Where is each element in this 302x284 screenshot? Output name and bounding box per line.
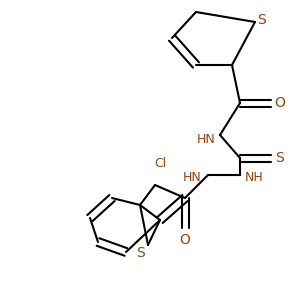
Text: HN: HN — [183, 170, 201, 183]
Text: Cl: Cl — [154, 156, 166, 170]
Text: S: S — [276, 151, 284, 165]
Text: S: S — [258, 13, 266, 27]
Text: O: O — [180, 233, 191, 247]
Text: O: O — [275, 96, 285, 110]
Text: NH: NH — [245, 170, 263, 183]
Text: HN: HN — [197, 133, 215, 145]
Text: S: S — [136, 246, 144, 260]
